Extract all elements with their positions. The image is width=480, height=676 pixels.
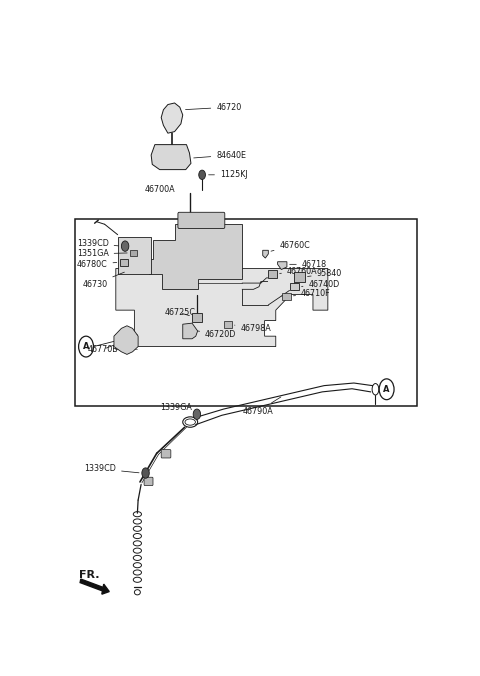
- Text: 46740D: 46740D: [301, 280, 340, 289]
- Bar: [192, 313, 202, 322]
- Text: 95840: 95840: [308, 269, 342, 279]
- FancyBboxPatch shape: [144, 477, 153, 485]
- Ellipse shape: [162, 154, 180, 162]
- Circle shape: [193, 409, 201, 419]
- Text: 46780C: 46780C: [77, 260, 117, 269]
- Polygon shape: [263, 250, 268, 258]
- FancyArrow shape: [80, 579, 109, 594]
- Text: 46710F: 46710F: [293, 289, 331, 298]
- Text: 1125KJ: 1125KJ: [209, 170, 248, 179]
- Bar: [120, 259, 128, 266]
- Text: 46760A: 46760A: [280, 266, 318, 276]
- FancyBboxPatch shape: [178, 212, 225, 228]
- Text: 46700A: 46700A: [144, 185, 175, 194]
- Text: 1339GA: 1339GA: [160, 403, 197, 414]
- Circle shape: [142, 468, 149, 479]
- Text: A: A: [384, 385, 390, 393]
- Bar: [289, 283, 299, 291]
- Bar: [224, 321, 232, 329]
- Text: 46790A: 46790A: [242, 397, 281, 416]
- Text: 1351GA: 1351GA: [77, 249, 127, 258]
- Polygon shape: [114, 326, 138, 354]
- Polygon shape: [161, 103, 183, 133]
- Text: A: A: [83, 342, 89, 351]
- Polygon shape: [116, 268, 328, 347]
- Polygon shape: [118, 237, 151, 274]
- Text: 84640E: 84640E: [194, 151, 246, 160]
- Bar: [294, 272, 305, 281]
- Text: 46725C: 46725C: [164, 308, 195, 317]
- Circle shape: [121, 241, 129, 251]
- Polygon shape: [149, 224, 242, 289]
- Bar: [282, 293, 291, 299]
- Text: 1339CD: 1339CD: [84, 464, 139, 473]
- Text: 46760C: 46760C: [271, 241, 310, 251]
- Polygon shape: [151, 145, 191, 170]
- Text: 46718: 46718: [290, 260, 327, 269]
- Polygon shape: [277, 262, 287, 270]
- Text: 46730: 46730: [83, 272, 124, 289]
- Polygon shape: [183, 323, 198, 339]
- Text: 46798A: 46798A: [235, 324, 271, 333]
- Text: FR.: FR.: [79, 570, 99, 579]
- Text: 46720: 46720: [186, 103, 241, 112]
- FancyBboxPatch shape: [161, 450, 171, 458]
- Circle shape: [199, 170, 205, 180]
- Text: 46770B: 46770B: [88, 344, 119, 354]
- Bar: [130, 249, 137, 256]
- Text: 46720D: 46720D: [198, 330, 237, 339]
- Text: 1339CD: 1339CD: [77, 239, 119, 248]
- Bar: [75, 219, 417, 406]
- Bar: [267, 270, 277, 278]
